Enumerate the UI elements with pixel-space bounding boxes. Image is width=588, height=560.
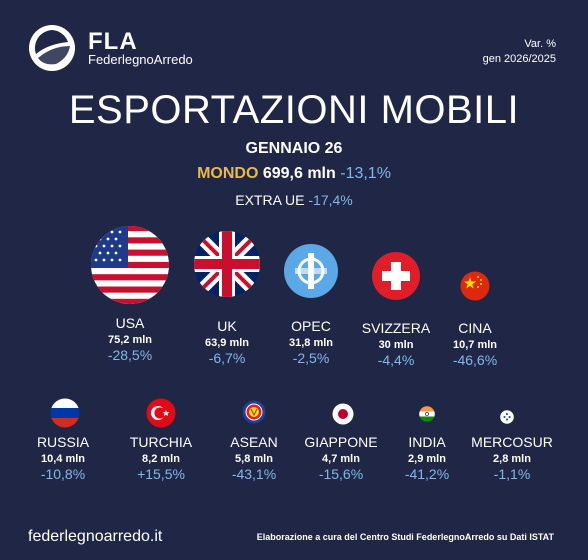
country-russia: RUSSIA 10,4 mln -10,8% <box>15 434 111 482</box>
page-title: ESPORTAZIONI MOBILI <box>68 88 520 132</box>
country-pct: -2,5% <box>292 350 330 366</box>
country-value: 75,2 mln <box>107 334 153 346</box>
world-pct: -13,1% <box>340 165 391 182</box>
switzerland-flag-icon <box>372 252 420 300</box>
variation-label: Var. % <box>524 38 556 50</box>
footer-url-link[interactable]: federlegnoarredo.it <box>28 528 163 545</box>
extra-ue-summary: EXTRA UE -17,4% <box>0 192 588 208</box>
world-value: 699,6 mln <box>262 165 336 182</box>
country-value: 63,9 mln <box>204 337 250 349</box>
country-value: 30 mln <box>378 339 414 351</box>
china-flag-icon <box>460 271 490 301</box>
country-cina: CINA 10,7 mln -46,6% <box>425 320 525 368</box>
asean-flag-icon <box>242 400 266 424</box>
country-pct: -28,5% <box>107 347 153 363</box>
country-mercosur: MERCOSUR 2,8 mln -1,1% <box>464 434 560 482</box>
footer-source-note: Elaborazione a cura del Centro Studi Fed… <box>256 532 554 542</box>
country-value: 8,2 mln <box>142 453 180 465</box>
variation-period: gen 2026/2025 <box>482 53 556 65</box>
country-usa: USA 75,2 mln -28,5% <box>80 315 180 363</box>
brand-short: FLA <box>88 28 138 55</box>
mercosur-flag-icon <box>500 410 514 424</box>
turkey-flag-icon <box>146 398 176 428</box>
brand-name: FederlegnoArredo <box>88 52 193 67</box>
extra-ue-pct: -17,4% <box>308 192 353 208</box>
country-name: INDIA <box>408 434 446 450</box>
country-name: OPEC <box>291 318 331 334</box>
country-value: 31,8 mln <box>288 337 334 349</box>
country-pct: -6,7% <box>208 350 246 366</box>
country-pct: -15,6% <box>318 466 364 482</box>
country-pct: -4,4% <box>377 352 415 368</box>
country-giappone: GIAPPONE 4,7 mln -15,6% <box>291 434 391 482</box>
country-pct: +15,5% <box>137 466 185 482</box>
country-value: 5,8 mln <box>235 453 273 465</box>
country-name: UK <box>217 318 237 334</box>
country-opec: OPEC 31,8 mln -2,5% <box>261 318 361 366</box>
world-label: MONDO <box>197 165 259 182</box>
country-name: TURCHIA <box>129 434 193 450</box>
country-svizzera: SVIZZERA 30 mln -4,4% <box>346 320 446 368</box>
country-pct: -41,2% <box>404 466 450 482</box>
extra-ue-label: EXTRA UE <box>235 192 305 208</box>
country-name: USA <box>115 315 145 331</box>
country-name: MERCOSUR <box>471 434 553 450</box>
russia-flag-icon <box>50 398 80 428</box>
country-asean: ASEAN 5,8 mln -43,1% <box>204 434 304 482</box>
country-uk: UK 63,9 mln -6,7% <box>177 318 277 366</box>
country-value: 10,4 mln <box>40 453 86 465</box>
country-value: 2,9 mln <box>408 453 446 465</box>
usa-flag-icon <box>91 226 169 304</box>
country-turchia: TURCHIA 8,2 mln +15,5% <box>111 434 211 482</box>
india-flag-icon <box>419 406 435 422</box>
country-name: SVIZZERA <box>361 320 431 336</box>
country-value: 4,7 mln <box>322 453 360 465</box>
japan-flag-icon <box>332 403 354 425</box>
opec-flag-icon <box>284 244 338 298</box>
page-subtitle: GENNAIO 26 <box>245 140 343 157</box>
uk-flag-icon <box>194 231 260 297</box>
country-pct: -46,6% <box>452 352 498 368</box>
country-india: INDIA 2,9 mln -41,2% <box>377 434 477 482</box>
country-name: CINA <box>458 320 492 336</box>
country-name: GIAPPONE <box>304 434 378 450</box>
world-summary: MONDO 699,6 mln -13,1% <box>0 165 588 183</box>
country-name: ASEAN <box>230 434 278 450</box>
country-pct: -43,1% <box>231 466 277 482</box>
country-pct: -1,1% <box>493 466 531 482</box>
fla-logo-icon <box>29 25 75 71</box>
country-value: 10,7 mln <box>452 339 498 351</box>
country-value: 2,8 mln <box>493 453 531 465</box>
country-pct: -10,8% <box>40 466 86 482</box>
country-name: RUSSIA <box>36 434 90 450</box>
